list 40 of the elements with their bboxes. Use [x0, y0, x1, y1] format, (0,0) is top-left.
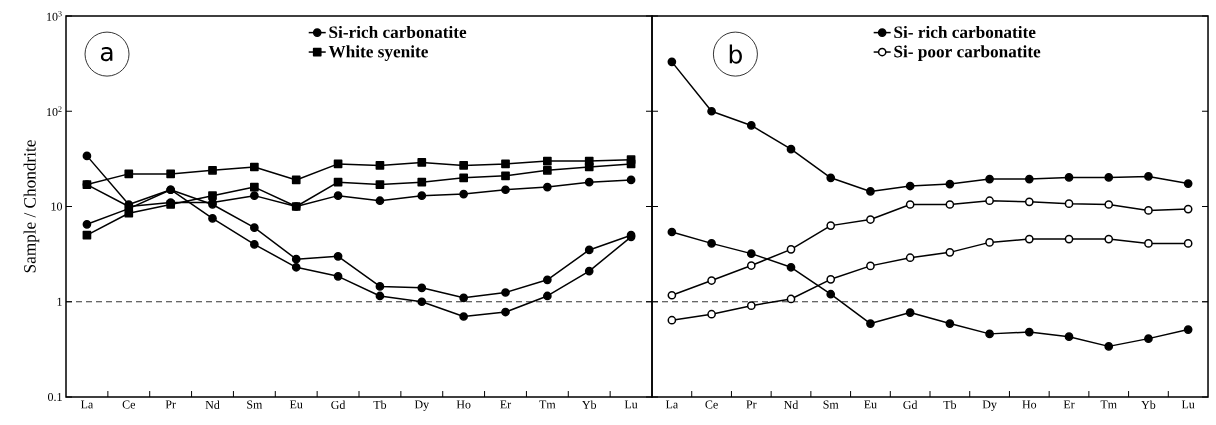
x-tick-label: Lu [1181, 400, 1195, 409]
x-tick-label: Dy [414, 400, 430, 411]
x-tick-label: Tb [943, 400, 957, 409]
x-tick-label: Ho [456, 400, 471, 409]
x-tick-label: Gd [903, 400, 918, 409]
x-tick-label: Gd [331, 400, 346, 409]
legend-label: White syenite [328, 45, 428, 61]
x-tick-label: Pr [746, 400, 757, 409]
x-tick-label: Eu [864, 400, 877, 409]
legend-label: Si- poor carbonatite [894, 45, 1041, 61]
x-tick-label: Tb [373, 400, 387, 409]
x-tick-label: Nd [784, 400, 799, 409]
x-tick-label: Er [1063, 400, 1075, 409]
legend-label: Si-rich carbonatite [329, 25, 467, 39]
y-tick-label: 1 [57, 297, 62, 306]
x-tick-label: Yb [582, 400, 597, 409]
y-tick-label: 0.1 [47, 392, 62, 402]
x-tick-label: Ho [1022, 400, 1037, 409]
x-tick-label: Ce [122, 400, 136, 409]
x-tick-label: Lu [624, 400, 638, 409]
x-tick-label: Dy [982, 400, 997, 411]
x-tick-label: Eu [289, 400, 303, 409]
x-tick-label: Sm [823, 400, 839, 409]
x-tick-label: La [80, 400, 94, 409]
annotation: b [729, 44, 742, 64]
y-tick-label: 10$^{2}$ [47, 106, 62, 117]
x-tick-label: Yb [1141, 400, 1156, 409]
y-tick-label: 10$^{3}$ [47, 11, 62, 21]
x-tick-label: Nd [205, 400, 220, 409]
x-tick-label: Sm [247, 400, 263, 409]
x-tick-label: La [665, 400, 679, 409]
y-axis-title: Sample / Chondrite [23, 140, 40, 273]
x-tick-label: Er [500, 400, 512, 409]
x-tick-label: Tm [1100, 400, 1117, 409]
x-tick-label: Ce [705, 400, 718, 409]
annotation: a [100, 46, 113, 62]
x-tick-label: Pr [165, 400, 176, 409]
legend-label: Si- rich carbonatite [894, 25, 1036, 39]
y-tick-label: 10 [51, 202, 63, 211]
x-tick-label: Tm [539, 400, 556, 409]
